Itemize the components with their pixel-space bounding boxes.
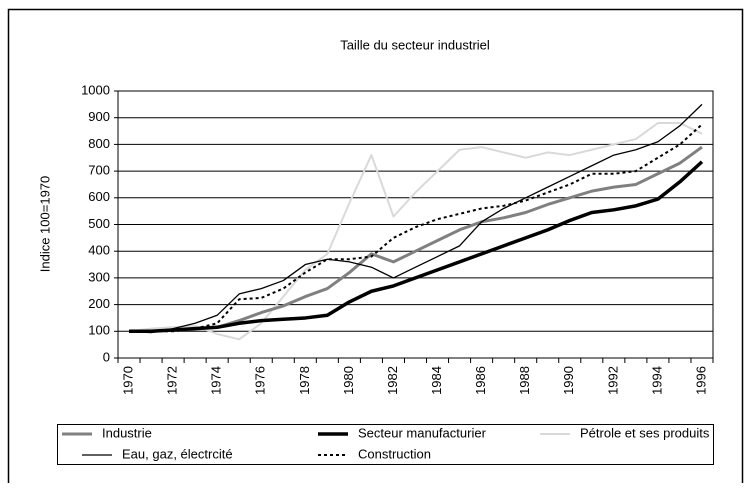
y-tick-label: 400: [88, 243, 110, 258]
legend-label: Construction: [358, 446, 431, 461]
series-line: [129, 160, 704, 334]
y-tick-label: 600: [88, 189, 110, 204]
legend: [57, 424, 714, 465]
y-tick-label: 500: [88, 216, 110, 231]
y-tick-label: 800: [88, 136, 110, 151]
x-tick-label: 1988: [517, 366, 532, 395]
x-tick-label: 1974: [209, 366, 224, 395]
legend-label: Pétrole et ses produits: [580, 425, 710, 440]
x-tick-label: 1976: [253, 366, 268, 395]
x-tick-label: 1970: [120, 366, 135, 395]
y-tick-label: 700: [88, 163, 110, 178]
x-tick-label: 1994: [649, 366, 664, 395]
y-tick-label: 0: [103, 349, 110, 364]
y-axis-label: Indice 100=1970: [37, 176, 52, 273]
series-line: [129, 123, 703, 333]
series-line: [128, 122, 703, 341]
frame: [7, 8, 744, 488]
x-tick-label: 1990: [561, 366, 576, 395]
y-tick-label: 200: [88, 296, 110, 311]
x-tick-label: 1996: [693, 366, 708, 395]
x-tick-label: 1972: [165, 366, 180, 395]
series-line: [128, 103, 703, 334]
chart-title: Taille du secteur industriel: [340, 37, 490, 52]
x-tick-label: 1986: [473, 366, 488, 395]
x-tick-label: 1984: [429, 366, 444, 395]
x-tick-label: 1980: [341, 366, 356, 395]
legend-label: Industrie: [102, 425, 152, 440]
y-tick-label: 100: [88, 323, 110, 338]
x-tick-label: 1978: [297, 366, 312, 395]
legend-label: Eau, gaz, électrcité: [122, 446, 233, 461]
x-tick-label: 1982: [385, 366, 400, 395]
y-tick-label: 900: [88, 109, 110, 124]
x-tick-label: 1992: [605, 366, 620, 395]
legend-label: Secteur manufacturier: [358, 425, 487, 440]
y-tick-label: 300: [88, 269, 110, 284]
y-tick-label: 1000: [81, 82, 110, 97]
